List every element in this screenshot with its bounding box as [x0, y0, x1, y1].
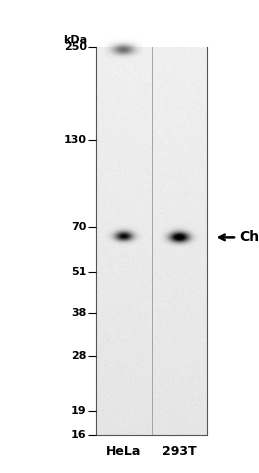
Text: Chk2: Chk2 — [240, 230, 259, 245]
Text: 19: 19 — [71, 406, 87, 416]
Text: 51: 51 — [71, 267, 87, 277]
Text: kDa: kDa — [63, 35, 87, 45]
Text: HeLa: HeLa — [106, 445, 141, 457]
Text: 16: 16 — [71, 430, 87, 440]
Text: 28: 28 — [71, 351, 87, 361]
Text: 130: 130 — [64, 134, 87, 145]
Text: 38: 38 — [71, 308, 87, 318]
Text: 250: 250 — [64, 42, 87, 53]
Text: 293T: 293T — [162, 445, 197, 457]
Text: 70: 70 — [71, 222, 87, 232]
